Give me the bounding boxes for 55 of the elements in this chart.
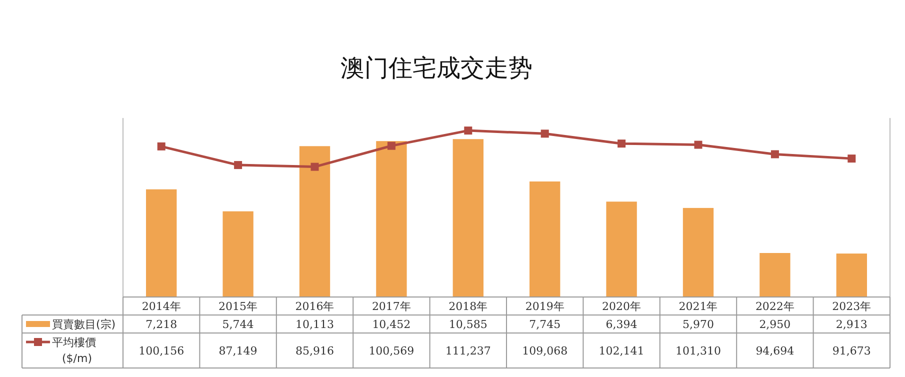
point (464, 126, 472, 135)
bar (222, 211, 254, 297)
data-label: 94,694 (756, 344, 794, 358)
x-tick-label: 2016年 (295, 300, 334, 313)
data-label: 6,394 (606, 318, 638, 331)
point (234, 161, 242, 170)
legend-label: 買賣數目(宗) (52, 318, 116, 331)
point (618, 140, 626, 148)
point (694, 140, 702, 149)
data-label: 7,218 (146, 318, 178, 331)
x-tick-label: 2019年 (525, 300, 564, 313)
data-label: 101,310 (676, 344, 721, 358)
legend: 平均樓價($/m) (26, 336, 96, 365)
point (770, 150, 779, 158)
x-tick-label: 2022年 (755, 300, 794, 313)
bar (682, 208, 714, 297)
data-label: 109,068 (522, 344, 568, 358)
point (310, 162, 319, 171)
bar (836, 254, 867, 297)
bar (530, 181, 560, 297)
x-tick-label: 2023年 (832, 300, 872, 313)
x-tick-label: 2021年 (678, 300, 718, 313)
data-label: 5,744 (222, 318, 254, 331)
bar (606, 202, 637, 297)
point (387, 142, 396, 150)
bar (452, 139, 484, 297)
x-tick-label: 2018年 (448, 300, 488, 313)
data-label: 5,970 (682, 318, 714, 331)
point (848, 154, 856, 163)
data-label: 85,916 (296, 344, 334, 358)
point (540, 130, 549, 138)
data-label: 102,141 (598, 344, 644, 358)
point (157, 142, 166, 150)
data-label: 111,237 (445, 344, 491, 358)
data-label: 2,950 (759, 318, 791, 331)
data-label: 91,673 (832, 344, 871, 358)
data-label: 100,156 (138, 344, 184, 358)
data-label: 87,149 (218, 344, 258, 358)
chart-title: 澳门住宅成交走势 (340, 54, 532, 82)
data-label: 2,913 (836, 318, 868, 331)
bar (299, 146, 330, 297)
bar (760, 252, 790, 297)
x-tick-label: 2014年 (142, 300, 181, 313)
data-label: 10,113 (296, 318, 334, 331)
x-tick-label: 2020年 (602, 300, 642, 313)
bar (146, 189, 177, 297)
legend: 買賣數目(宗) (26, 318, 116, 331)
x-tick-label: 2015年 (218, 300, 258, 313)
data-label: 7,745 (529, 318, 561, 331)
bar (376, 141, 407, 297)
data-label: 100,569 (368, 344, 414, 358)
x-tick-label: 2017年 (372, 300, 411, 313)
legend-label: 平均樓價($/m) (52, 336, 96, 365)
data-label: 10,585 (448, 318, 488, 331)
data-label: 10,452 (372, 318, 411, 331)
